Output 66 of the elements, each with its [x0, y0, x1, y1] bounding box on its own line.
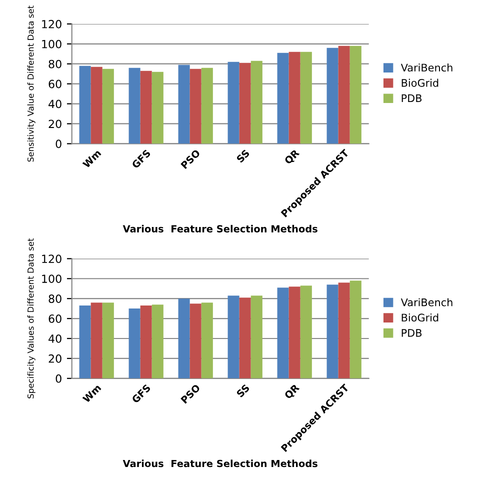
x-tick-label: Wm	[82, 149, 102, 168]
y-tick-label: 40	[48, 100, 62, 108]
bar	[250, 60, 262, 144]
bar	[338, 282, 350, 378]
y-tick-label: 80	[48, 294, 62, 303]
bar	[326, 284, 338, 378]
bar	[326, 48, 338, 144]
bar	[250, 296, 262, 378]
bar	[201, 68, 213, 144]
y-tick-label: 0	[56, 374, 62, 383]
bar	[239, 62, 251, 144]
legend-label: VariBench	[400, 298, 452, 306]
x-tick-label: SS	[236, 384, 250, 398]
y-tick-label: 60	[48, 314, 62, 323]
bar	[140, 70, 152, 144]
x-axis-title: Various Feature Selection Methods	[122, 224, 318, 232]
bar	[190, 68, 202, 144]
bar	[90, 66, 102, 144]
legend-label: PDB	[402, 329, 422, 337]
bar	[190, 304, 202, 378]
bar	[338, 46, 350, 144]
x-tick-label: QR	[284, 384, 301, 400]
y-tick-label: 40	[48, 334, 62, 343]
bar	[102, 302, 114, 378]
bar	[178, 298, 190, 378]
bar	[288, 286, 300, 378]
x-axis-title: Various Feature Selection Methods	[122, 460, 318, 468]
bar	[140, 306, 152, 378]
legend-label: BioGrid	[402, 313, 438, 322]
bar	[300, 286, 312, 378]
bar	[300, 52, 312, 144]
bar	[239, 298, 251, 378]
bar	[152, 304, 164, 378]
bar	[201, 302, 213, 378]
y-tick-label: 120	[42, 20, 62, 28]
x-tick-label: QR	[284, 148, 301, 166]
bar	[228, 296, 240, 378]
bar	[152, 72, 164, 144]
y-tick-label: 0	[56, 140, 62, 148]
legend-label: BioGrid	[402, 78, 438, 87]
y-tick-label: 100	[42, 40, 62, 48]
bar	[277, 288, 289, 378]
bar	[128, 308, 140, 378]
bar	[178, 64, 190, 144]
y-tick-label: 60	[48, 80, 62, 88]
bar	[350, 46, 362, 144]
x-tick-label: SS	[236, 149, 250, 163]
y-axis-title: Sensitivity Value of Different Data set	[27, 6, 36, 162]
y-tick-label: 20	[48, 354, 62, 363]
bar	[90, 302, 102, 378]
bar	[350, 280, 362, 378]
bar	[228, 62, 240, 144]
bar	[277, 52, 289, 144]
bar	[288, 52, 300, 144]
legend-label: PDB	[402, 94, 422, 102]
bar	[128, 68, 140, 144]
x-tick-label: Wm	[82, 384, 102, 404]
legend-label: VariBench	[400, 63, 452, 72]
y-tick-label: 80	[48, 60, 62, 68]
bar	[79, 306, 91, 378]
y-tick-label: 100	[42, 274, 62, 283]
y-tick-label: 120	[42, 254, 62, 264]
bar	[102, 68, 114, 144]
y-tick-label: 20	[48, 120, 62, 128]
y-axis-title: Specificity Values of Different Data set	[27, 238, 36, 398]
bar	[79, 66, 91, 144]
